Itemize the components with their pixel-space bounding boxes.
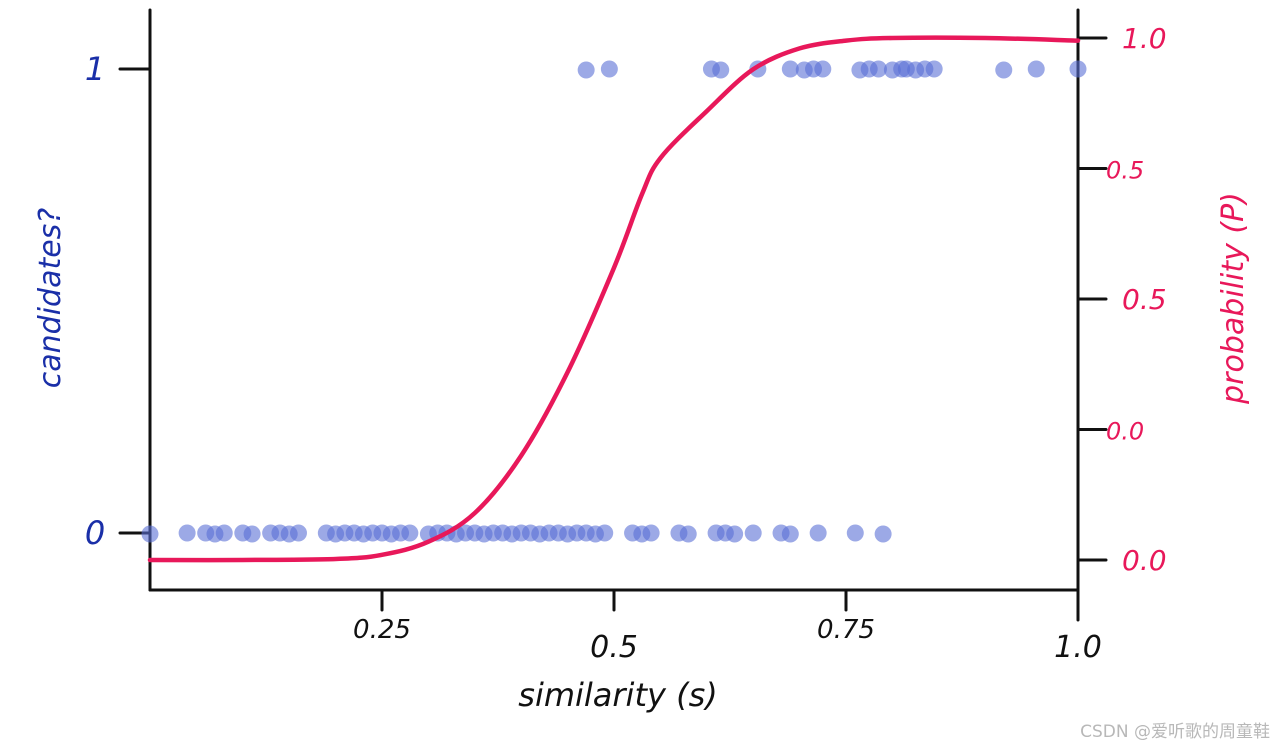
data-point: [141, 525, 159, 543]
right-tick-label: 1.0: [1122, 22, 1167, 55]
data-point: [874, 525, 892, 543]
data-point: [781, 525, 799, 543]
data-point: [712, 61, 730, 79]
data-point: [809, 524, 827, 542]
data-point: [814, 60, 832, 78]
data-point: [869, 60, 887, 78]
probability-curve: [147, 35, 1081, 563]
data-point: [596, 524, 614, 542]
right-tick-label: 0.5: [1122, 283, 1167, 316]
scatter-points: [141, 60, 1087, 543]
data-point: [600, 60, 618, 78]
x-tick-label: 0.25: [353, 615, 411, 645]
axis-labels: 0.25 0.5 0.75 1.0 0 1 0.0 0.0 0.5 0.5 1.0 similarit…: [33, 22, 1251, 714]
data-point: [679, 525, 697, 543]
data-point: [781, 60, 799, 78]
data-point: [642, 524, 660, 542]
right-tick-label: 0.5: [1106, 157, 1144, 185]
probability-curve-layer: [147, 35, 1081, 563]
right-tick-label: 0.0: [1122, 544, 1167, 577]
x-tick-label: 0.5: [590, 630, 638, 665]
data-point: [925, 60, 943, 78]
data-point: [744, 524, 762, 542]
data-point: [401, 524, 419, 542]
data-point: [289, 524, 307, 542]
left-tick-label: 1: [85, 50, 105, 88]
axes: [118, 8, 1108, 622]
data-point: [726, 525, 744, 543]
data-point: [1027, 60, 1045, 78]
left-axis-label: candidates?: [33, 208, 68, 389]
data-point: [215, 524, 233, 542]
data-point: [178, 524, 196, 542]
data-point: [1069, 60, 1087, 78]
data-point: [846, 524, 864, 542]
watermark: CSDN @爱听歌的周童鞋: [1080, 722, 1270, 742]
data-point: [577, 61, 595, 79]
x-tick-label: 0.75: [817, 615, 875, 645]
data-point: [995, 61, 1013, 79]
right-axis-label: probability (P): [1216, 192, 1251, 405]
left-tick-label: 0: [85, 514, 105, 552]
x-tick-label: 1.0: [1054, 630, 1102, 665]
data-point: [243, 525, 261, 543]
x-axis-label: similarity (s): [518, 676, 717, 714]
right-tick-label: 0.0: [1106, 418, 1144, 446]
